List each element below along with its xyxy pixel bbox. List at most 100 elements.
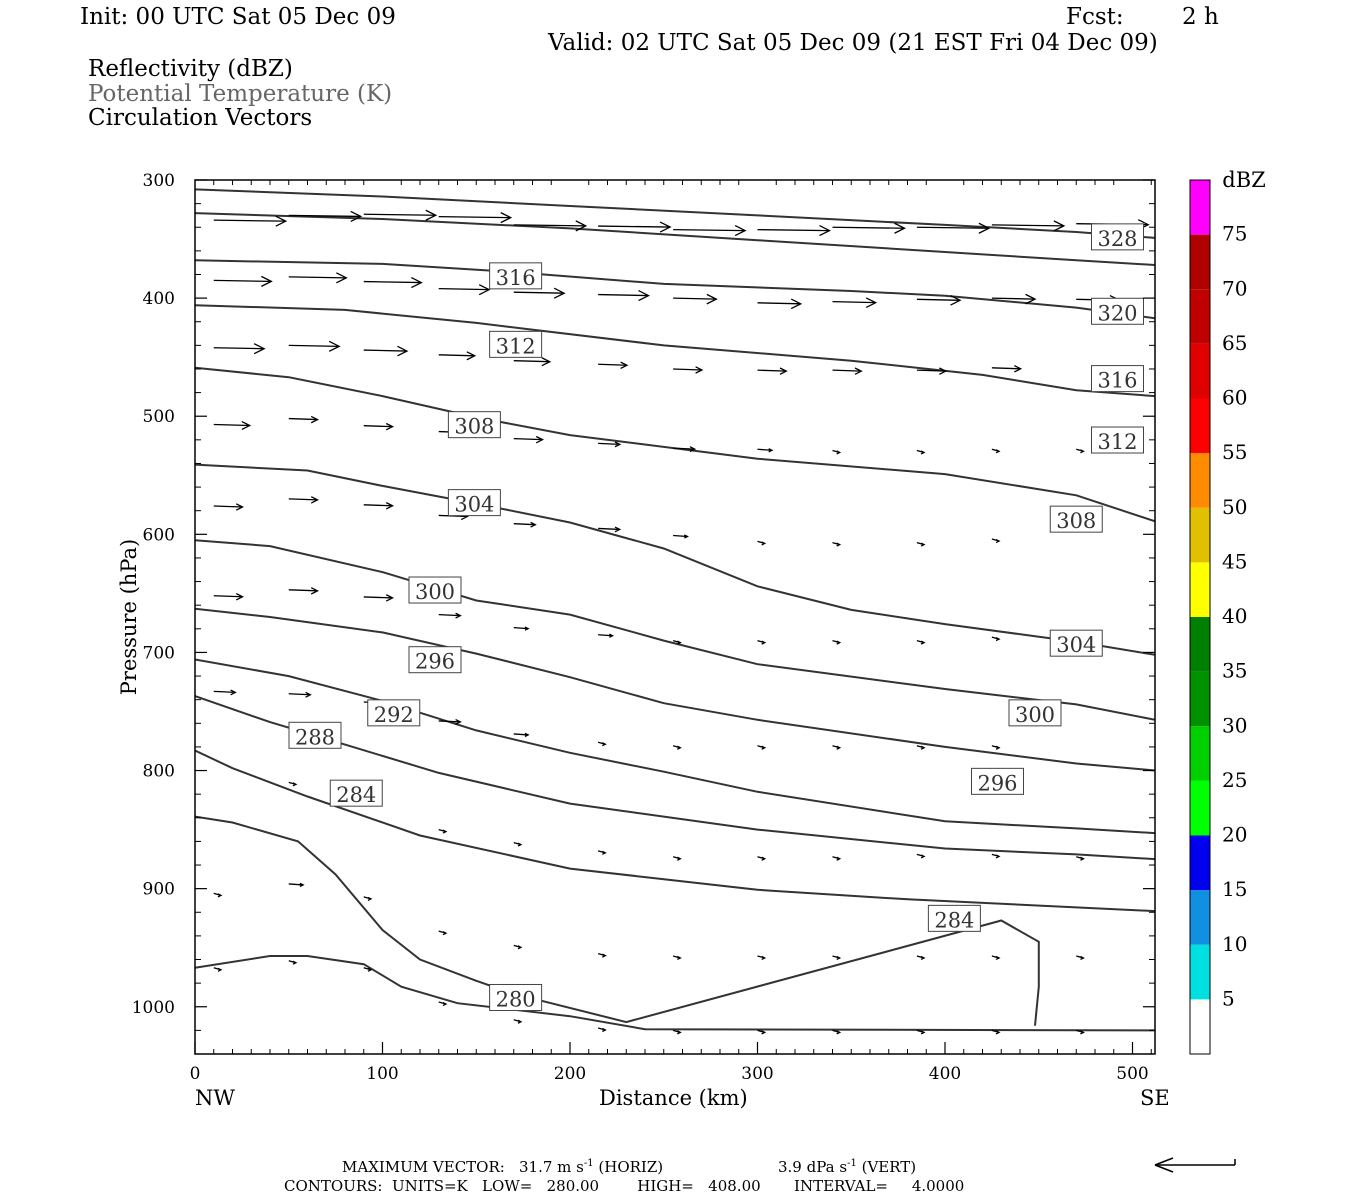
- contour-label-box: [927, 904, 981, 932]
- circulation-vector: [757, 1029, 767, 1035]
- contour-label-box: [1091, 223, 1144, 251]
- contour-label-box: [1049, 629, 1103, 657]
- axes-layer: 0 100 200 300 400 500 300 400 500 600 700 800 900 100…: [132, 171, 1155, 1084]
- circulation-vector: [832, 297, 878, 308]
- colorbar-label: 20: [1222, 823, 1247, 847]
- y-tick-label: 300: [143, 171, 175, 191]
- field-label-reflectivity: Reflectivity (dBZ): [88, 56, 293, 82]
- y-tick-label: 400: [143, 289, 175, 309]
- forecast-label: Fcst:: [1066, 4, 1124, 30]
- colorbar-title: dBZ: [1222, 168, 1265, 192]
- max-horiz-unit: (HORIZ): [598, 1158, 664, 1176]
- colorbar-label: 50: [1222, 495, 1247, 519]
- circulation-vector: [916, 294, 962, 306]
- contour-label-box: [408, 576, 462, 604]
- circulation-vector: [598, 289, 650, 302]
- colorbar-label: 60: [1222, 386, 1247, 410]
- circulation-vector: [363, 345, 409, 357]
- contour-label: 284: [336, 783, 376, 807]
- contour-label-box: [1091, 365, 1144, 393]
- circulation-vector: [757, 367, 788, 375]
- theta-contour-284: [195, 815, 1040, 1026]
- circulation-vector: [916, 222, 991, 234]
- circulation-vector: [832, 541, 842, 547]
- circulation-vector: [991, 538, 1001, 544]
- circulation-vector: [673, 534, 689, 539]
- contour-label: 296: [415, 650, 455, 674]
- circulation-vector: [513, 626, 530, 631]
- contour-label: 320: [1097, 301, 1137, 325]
- circulation-vector: [513, 220, 588, 232]
- contour-label: 308: [1056, 509, 1096, 533]
- circulation-vector: [288, 272, 348, 284]
- colorbar-cell: [1190, 890, 1210, 945]
- colorbar-label: 30: [1222, 713, 1247, 737]
- circulation-vector: [832, 367, 863, 375]
- circulation-vector: [363, 896, 373, 901]
- contour-label: 328: [1097, 227, 1137, 251]
- circulation-vector: [438, 212, 513, 224]
- circulation-vector: [991, 1029, 1001, 1035]
- colorbar-label: 75: [1222, 222, 1247, 246]
- colorbar-cell: [1190, 453, 1210, 508]
- colorbar-cell: [1190, 289, 1210, 344]
- y-tick-label: 700: [143, 643, 175, 663]
- circulation-vector: [991, 293, 1037, 305]
- circulation-vector: [438, 930, 448, 936]
- vector-layer: [213, 209, 1150, 1035]
- contour-label: 304: [1056, 633, 1096, 657]
- circulation-vector: [991, 853, 1001, 859]
- circulation-vector: [673, 293, 718, 305]
- circulation-vector: [438, 351, 477, 361]
- contour-label: 312: [496, 334, 536, 358]
- circulation-vector: [513, 732, 530, 738]
- circulation-vector: [288, 781, 298, 787]
- circulation-vector: [673, 446, 697, 453]
- theta-contour-312: [195, 366, 1155, 523]
- x-end-label-left: NW: [195, 1086, 235, 1110]
- contour-layer: [195, 188, 1155, 1032]
- colorbar-label: 35: [1222, 659, 1247, 683]
- theta-contour-320: [195, 259, 1155, 320]
- contour-label: 312: [1097, 430, 1137, 454]
- colorbar-cell: [1190, 234, 1210, 290]
- colorbar: 5 10 15 20 25 30 35 40 45 50 55 60 65 70 75: [1189, 179, 1247, 1055]
- theta-contour-308: [195, 463, 1155, 656]
- circulation-vector: [1076, 955, 1085, 961]
- circulation-vector: [513, 1019, 523, 1024]
- circulation-vector: [832, 856, 842, 861]
- x-tick-label: 300: [741, 1064, 773, 1084]
- y-tick-label: 800: [143, 762, 175, 782]
- circulation-vector: [213, 275, 273, 287]
- contour-label: 284: [934, 908, 974, 932]
- theta-contour-328: [195, 188, 1155, 239]
- circulation-vector: [757, 298, 803, 310]
- circulation-vector: [757, 225, 831, 237]
- circulation-vector: [916, 853, 926, 859]
- circulation-vector: [288, 960, 298, 965]
- circulation-vector: [1076, 1029, 1085, 1035]
- circulation-vector: [513, 944, 523, 950]
- max-vert-exponent: -1: [847, 1158, 857, 1169]
- circulation-vector: [673, 366, 704, 374]
- colorbar-label: 15: [1222, 877, 1247, 901]
- circulation-vector: [757, 448, 774, 453]
- colorbar-label: 40: [1222, 604, 1247, 628]
- circulation-vector: [991, 955, 1001, 961]
- circulation-vector: [832, 1029, 842, 1035]
- colorbar-label: 55: [1222, 440, 1247, 464]
- max-vert-unit: (VERT): [861, 1158, 917, 1176]
- circulation-vector: [213, 215, 288, 227]
- colorbar-label: 65: [1222, 331, 1247, 355]
- circulation-vector: [991, 448, 1001, 454]
- circulation-vector: [672, 1029, 682, 1035]
- colorbar-cell: [1190, 999, 1210, 1054]
- plot-frame: [194, 179, 1156, 1055]
- circulation-vector: [598, 361, 629, 369]
- circulation-vector: [213, 967, 223, 972]
- circulation-vector: [213, 892, 223, 898]
- circulation-vector: [598, 526, 622, 533]
- contour-label: 308: [454, 415, 494, 439]
- contour-label-box: [971, 767, 1024, 795]
- colorbar-cell: [1190, 726, 1210, 781]
